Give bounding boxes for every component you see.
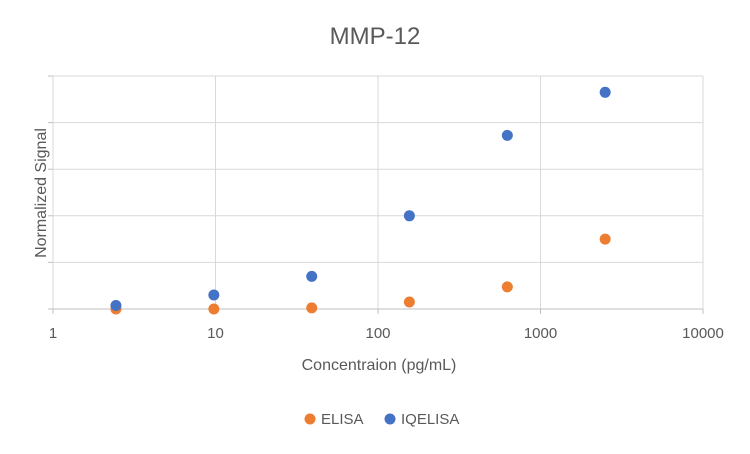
iqelisa-point [208, 289, 220, 301]
x-tick-label: 1000 [524, 325, 557, 342]
iqelisa-legend-marker [384, 413, 396, 425]
y-axis-title: Normalized Signal [33, 128, 50, 258]
elisa-point [208, 303, 220, 315]
iqelisa-point [599, 86, 611, 98]
gridlines [52, 75, 704, 309]
x-tick-label: 1 [49, 325, 57, 342]
iqelisa-point [403, 210, 415, 222]
elisa-point [599, 233, 611, 245]
iqelisa-legend-label: IQELISA [401, 411, 459, 428]
iqelisa-point [110, 300, 122, 312]
x-tick-label: 10 [207, 325, 224, 342]
x-tick-label: 100 [365, 325, 390, 342]
data-points [110, 86, 611, 315]
elisa-legend-marker [304, 413, 316, 425]
chart-title: MMP-12 [330, 23, 421, 50]
elisa-point [501, 281, 513, 293]
elisa-point [403, 296, 415, 308]
legend: ELISA IQELISA [304, 411, 459, 428]
elisa-point [306, 302, 318, 314]
iqelisa-point [306, 270, 318, 282]
x-tick-label: 10000 [682, 325, 724, 342]
iqelisa-point [501, 129, 513, 141]
axes: 1 10 100 1000 10000 [48, 75, 724, 342]
x-axis-title: Concentraion (pg/mL) [302, 357, 457, 374]
elisa-legend-label: ELISA [321, 411, 364, 428]
